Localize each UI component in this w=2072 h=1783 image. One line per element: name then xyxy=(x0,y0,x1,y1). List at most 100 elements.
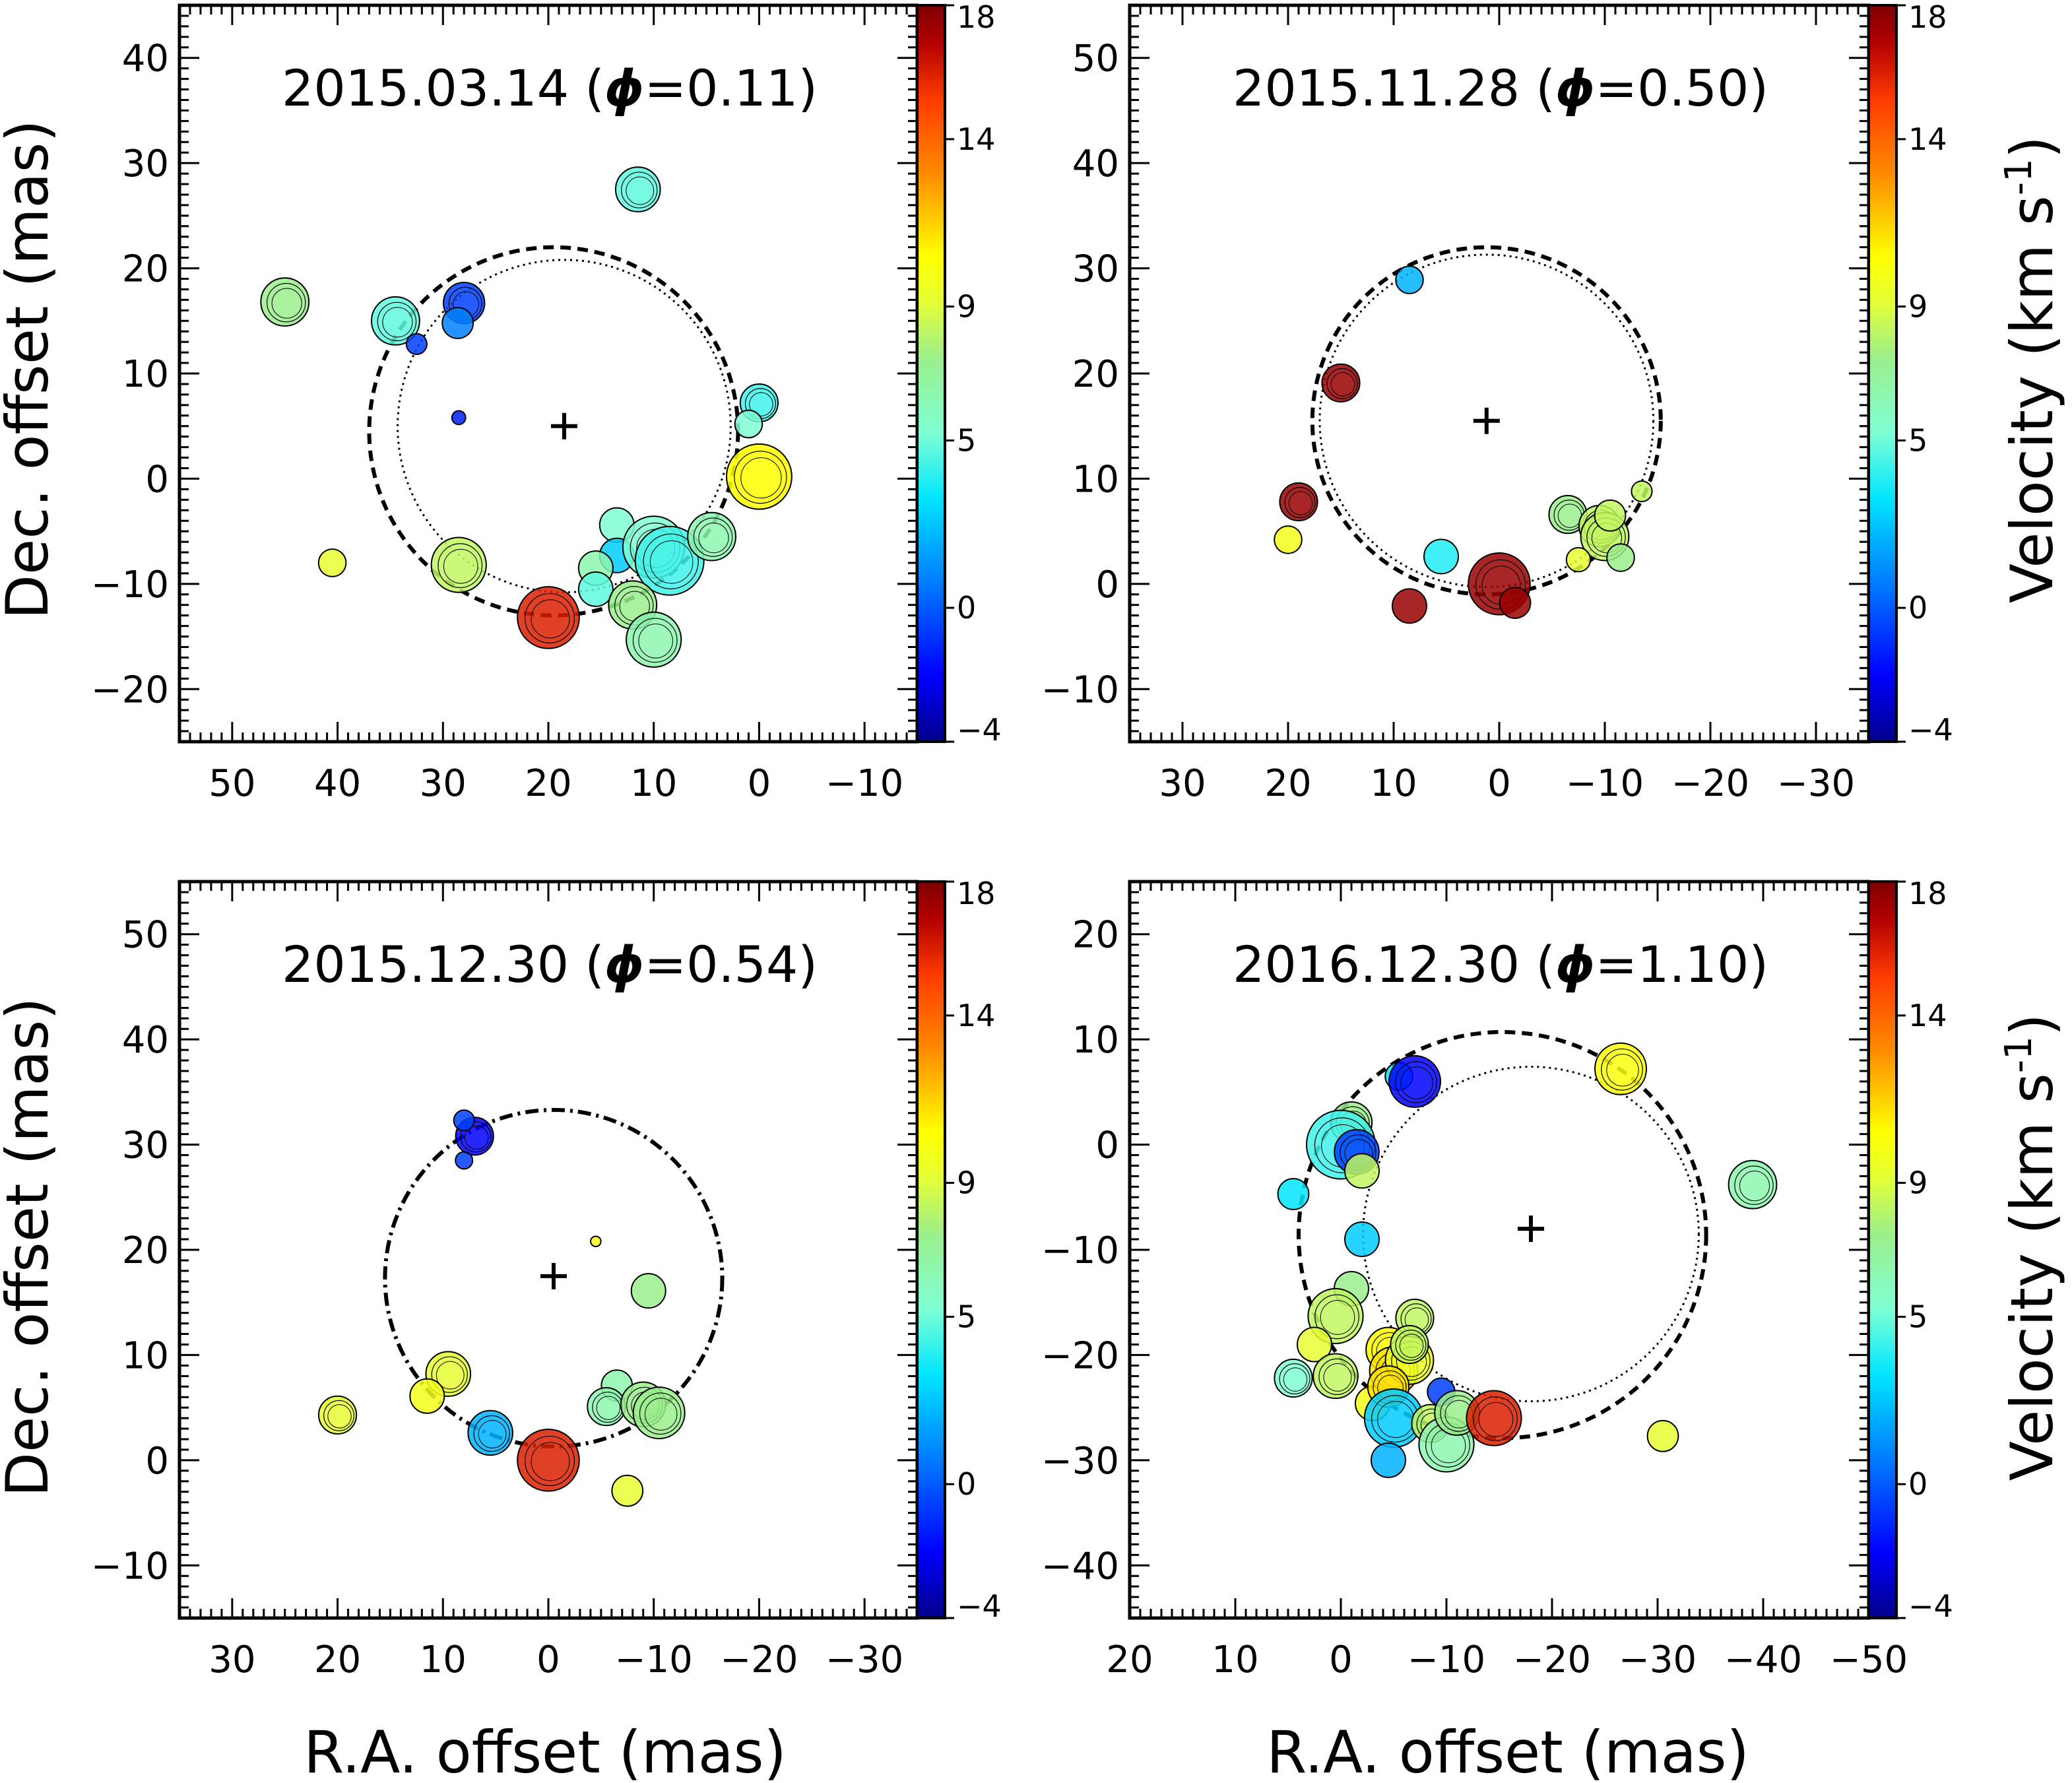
maser-spot-ring xyxy=(460,1121,492,1153)
maser-spot xyxy=(467,1410,513,1456)
maser-spot xyxy=(517,586,580,649)
colorbar-tick-label: 0 xyxy=(1908,590,1927,626)
maser-spot-fill xyxy=(1297,1326,1332,1363)
maser-spot-fill xyxy=(1631,480,1653,503)
maser-spot-ring xyxy=(1399,1334,1424,1358)
panel-title-date: 2016.12.30 ( xyxy=(1233,935,1555,994)
panel-title: 2015.12.30 (ϕ=0.54) xyxy=(282,935,818,994)
colorbar-gradient xyxy=(1867,4,1898,743)
maser-spot xyxy=(260,277,310,327)
panel-title-phase: =0.50) xyxy=(1595,59,1768,117)
maser-spot xyxy=(430,536,487,593)
maser-spot-fill xyxy=(614,166,661,212)
colorbar: 18 14 9 5 0 −4 xyxy=(916,0,1002,748)
ticks: 30 20 10 0 −10 −20 −30 −10 0 10 20 30 40 50 xyxy=(1041,4,1870,805)
y-tick-label: 30 xyxy=(122,143,169,185)
maser-spot xyxy=(1606,543,1635,572)
x-tick-label: −10 xyxy=(1408,1638,1485,1681)
colorbar-tick-label: −4 xyxy=(1908,1588,1953,1624)
maser-spot-ring xyxy=(1284,487,1316,518)
ring-dashed xyxy=(1310,245,1663,597)
x-tick-label: 10 xyxy=(630,762,677,805)
maser-spot-ring xyxy=(464,1125,489,1150)
maser-spot-ring xyxy=(1395,1330,1427,1361)
y-tick-label: −10 xyxy=(91,1545,169,1588)
maser-spot-ring xyxy=(1400,1066,1433,1099)
y-tick-label: −20 xyxy=(91,668,169,711)
maser-spot xyxy=(632,1386,686,1440)
colorbar-tick-label: 9 xyxy=(957,289,976,325)
colorbar-tick-label: −4 xyxy=(957,712,1002,748)
maser-spot xyxy=(451,410,467,426)
maser-spot xyxy=(1371,1442,1406,1478)
maser-spot-ring xyxy=(524,593,575,643)
maser-spot-ring xyxy=(1395,1061,1437,1103)
x-tick-label: 30 xyxy=(420,762,467,805)
maser-spot-fill xyxy=(409,1378,445,1414)
maser-spot-fill xyxy=(1371,1442,1406,1478)
colorbar-tick-label: 18 xyxy=(957,0,996,35)
maser-spot-ring xyxy=(1734,1165,1774,1205)
maser-spot xyxy=(317,1395,358,1435)
x-tick-label: 20 xyxy=(525,762,571,805)
maser-spot xyxy=(453,1109,475,1132)
maser-spot xyxy=(1321,363,1361,403)
panel-title: 2015.11.28 (ϕ=0.50) xyxy=(1233,59,1768,117)
x-tick-label: −10 xyxy=(1566,762,1644,805)
maser-spot-fill xyxy=(1395,265,1424,294)
x-tick-label: −20 xyxy=(1513,1638,1591,1681)
maser-spot xyxy=(1594,1042,1647,1095)
x-tick-label: 30 xyxy=(209,1638,255,1681)
maser-spot xyxy=(1646,1419,1679,1452)
maser-spot-ring xyxy=(436,1361,465,1390)
maser-spot-fill xyxy=(467,1410,513,1456)
colorbar: 18 14 9 5 0 −4 xyxy=(1867,0,1953,748)
maser-spot-fill xyxy=(453,1109,475,1132)
colorbar-ticks xyxy=(945,880,954,1619)
maser-spot-ring xyxy=(1739,1171,1770,1202)
maser-spot-fill xyxy=(734,409,763,439)
x-tick-label: −10 xyxy=(615,1638,693,1681)
panel-2: 30 20 10 0 −10 −20 −30 −10 0 10 20 30 40 50 2015.11.28… xyxy=(1041,3,1871,805)
colorbar-tick-label: 5 xyxy=(957,1299,976,1334)
maser-spot-ring xyxy=(1601,1048,1643,1091)
maser-spot xyxy=(1594,499,1627,532)
x-tick-label: −20 xyxy=(720,1638,798,1681)
x-tick-label: −30 xyxy=(1777,762,1855,805)
colorbar-tick-label: 14 xyxy=(957,998,996,1033)
center-marker xyxy=(1473,407,1500,434)
maser-spot xyxy=(1274,1358,1313,1398)
colorbar-tick-label: 14 xyxy=(1908,998,1947,1033)
colorbar-tick-label: 18 xyxy=(957,876,996,911)
maser-spot xyxy=(1423,538,1459,575)
panel-1: 50 40 30 20 10 0 −10 −20 −10 0 10 20 30 40 2015.03.14 … xyxy=(91,3,919,805)
x-tick-label: 20 xyxy=(314,1638,361,1681)
x-tick-label: −50 xyxy=(1830,1638,1908,1681)
ticks: 30 20 10 0 −10 −20 −30 −10 0 10 20 30 40 50 xyxy=(91,880,919,1681)
maser-spot-ring xyxy=(266,282,306,323)
maser-spot-ring xyxy=(1320,1300,1355,1335)
maser-spot-fill xyxy=(1646,1419,1679,1452)
colorbar-title-top: Velocity (km s-1) xyxy=(1997,136,2066,603)
maser-spot xyxy=(1312,1353,1359,1400)
maser-spot xyxy=(1390,1324,1429,1365)
maser-spot-fill xyxy=(590,1235,602,1248)
maser-spot-ring xyxy=(382,307,413,338)
panel-title: 2016.12.30 (ϕ=1.10) xyxy=(1233,935,1768,994)
colorbar-tick-label: 9 xyxy=(957,1165,976,1201)
maser-spot xyxy=(517,1429,580,1492)
maser-spot-fill xyxy=(1274,1358,1313,1398)
colorbar-tick-label: 5 xyxy=(1908,422,1927,458)
maser-spot xyxy=(1388,1054,1441,1108)
maser-spot xyxy=(1395,265,1424,294)
maser-spot xyxy=(371,296,420,346)
maser-spot-fill xyxy=(317,1395,358,1435)
maser-spot-fill xyxy=(1312,1353,1359,1400)
y-tick-label: 10 xyxy=(122,1334,169,1377)
center-marker xyxy=(1518,1216,1544,1243)
maser-spot-fill xyxy=(1344,1221,1380,1258)
colorbar-ticks xyxy=(1896,880,1906,1619)
x-tick-label: 10 xyxy=(420,1638,467,1681)
